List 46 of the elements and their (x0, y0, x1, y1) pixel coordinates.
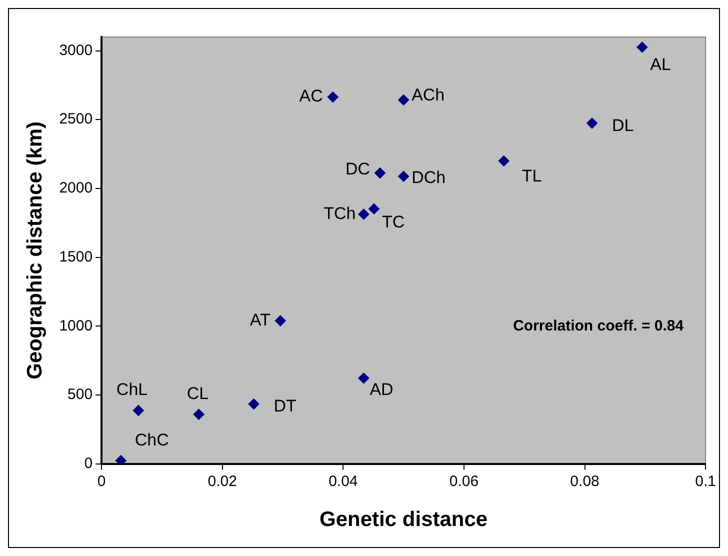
annotation: CL (186, 384, 209, 404)
point (398, 170, 410, 182)
point (374, 168, 386, 179)
point (327, 92, 338, 103)
annotation: DT (274, 396, 296, 416)
point (398, 94, 410, 106)
y-tick-label: 1500 (59, 248, 93, 266)
x-tick-label: 0.06 (449, 472, 479, 490)
annotation: Correlation coeff. = 0.84 (513, 317, 684, 334)
point (358, 372, 370, 384)
x-tick-label: 0.1 (695, 472, 716, 490)
point (586, 118, 598, 129)
annotation: TL (522, 166, 542, 186)
annotation: DL (612, 116, 634, 135)
annotation: AT (250, 310, 270, 330)
y-tick-label: 500 (68, 386, 93, 404)
y-tick-label: 3000 (59, 42, 93, 59)
x-tick-label: 0.08 (570, 472, 600, 490)
annotation: TCh (324, 204, 356, 223)
annotation: DCh (412, 168, 446, 188)
annotation: DC (345, 160, 370, 179)
x-tick-label: 0 (97, 472, 106, 490)
y-tick-label: 2500 (59, 110, 93, 128)
point (248, 398, 260, 410)
point (498, 155, 510, 166)
point (636, 42, 648, 53)
x-axis-title: Genetic distance (320, 508, 488, 532)
annotation: ACh (412, 86, 445, 105)
annotation: TC (382, 212, 405, 232)
y-tick-label: 2000 (59, 180, 93, 197)
annotation: AL (650, 54, 671, 74)
annotation: AC (299, 86, 323, 106)
x-tick-label: 0.04 (328, 472, 358, 490)
point (193, 408, 204, 420)
annotation: ChL (116, 380, 148, 400)
annotation: AD (370, 380, 394, 399)
point (358, 208, 370, 220)
y-tick-label: 0 (84, 454, 93, 472)
point (274, 315, 286, 326)
x-tick-label: 0.02 (208, 472, 237, 490)
annotation: ChC (134, 430, 169, 450)
point (132, 405, 144, 416)
point (368, 203, 380, 214)
point (115, 455, 126, 464)
y-axis-title: Geographic distance (km) (23, 121, 46, 380)
y-tick-label: 1000 (59, 317, 93, 334)
